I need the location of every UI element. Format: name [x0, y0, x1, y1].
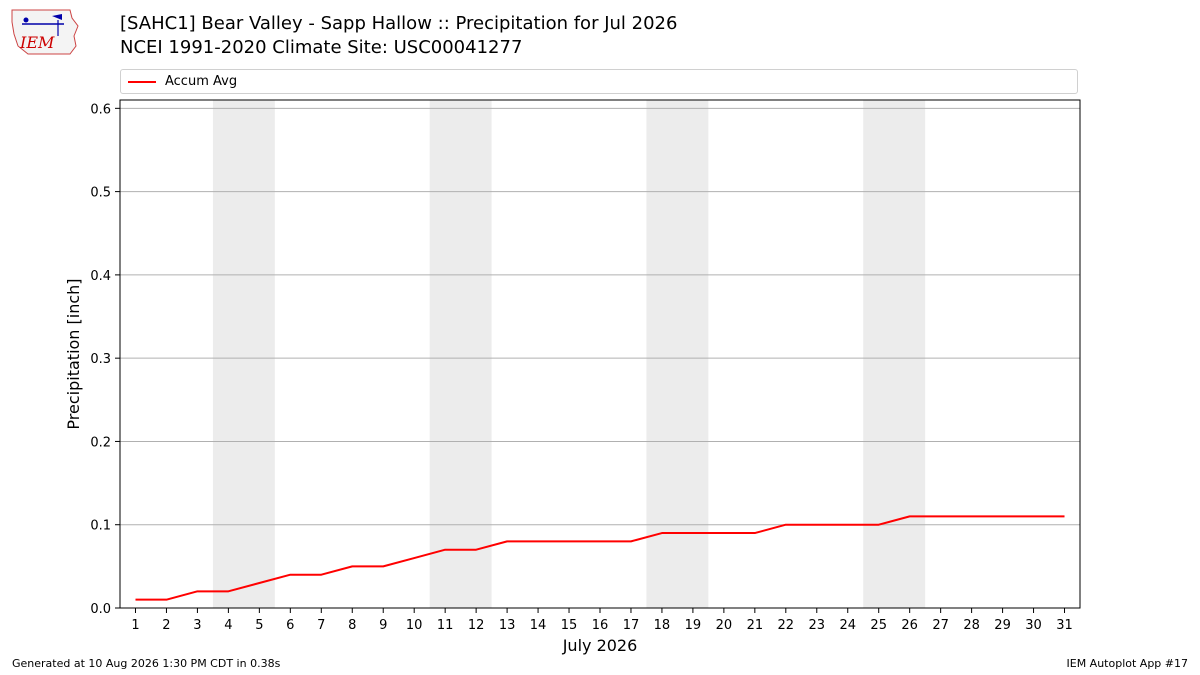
x-tick-label: 15 [561, 618, 578, 633]
iem-logo: IEM [11, 9, 79, 55]
y-tick-label: 0.2 [90, 435, 111, 450]
chart-title: [SAHC1] Bear Valley - Sapp Hallow :: Pre… [120, 12, 677, 60]
x-tick-label: 28 [963, 618, 980, 633]
weekend-band [429, 100, 492, 608]
y-tick-label: 0.6 [90, 102, 111, 117]
series-line-accum-avg [135, 515, 1065, 601]
x-tick-label: 22 [778, 618, 795, 633]
x-tick-label: 10 [406, 618, 423, 633]
x-tick-label: 13 [499, 618, 516, 633]
weekend-band [646, 100, 709, 608]
x-tick-label: 17 [623, 618, 640, 633]
x-tick-label: 24 [839, 618, 856, 633]
x-tick-label: 27 [932, 618, 949, 633]
x-tick-label: 29 [994, 618, 1011, 633]
legend-label-accum-avg: Accum Avg [165, 74, 238, 89]
x-tick-label: 8 [348, 618, 356, 633]
x-axis-label: July 2026 [562, 636, 638, 655]
x-tick-label: 5 [255, 618, 263, 633]
footer-generated: Generated at 10 Aug 2026 1:30 PM CDT in … [12, 657, 281, 670]
footer-app: IEM Autoplot App #17 [1066, 657, 1189, 670]
title-line-2: NCEI 1991-2020 Climate Site: USC00041277 [120, 37, 523, 58]
logo-text: IEM [19, 33, 55, 52]
y-tick-label: 0.3 [90, 352, 111, 367]
legend: Accum Avg [120, 69, 1078, 94]
x-tick-label: 9 [379, 618, 387, 633]
x-tick-label: 21 [747, 618, 764, 633]
y-tick-label: 0.1 [90, 519, 111, 534]
x-tick-label: 2 [162, 618, 170, 633]
x-tick-label: 26 [901, 618, 918, 633]
y-tick-label: 0.0 [90, 602, 111, 617]
x-tick-label: 25 [870, 618, 887, 633]
x-tick-label: 23 [809, 618, 826, 633]
x-tick-label: 7 [317, 618, 325, 633]
x-tick-label: 19 [685, 618, 702, 633]
y-tick-label: 0.5 [90, 186, 111, 201]
x-tick-label: 1 [131, 618, 139, 633]
x-tick-label: 30 [1025, 618, 1042, 633]
legend-swatch-accum-avg [128, 81, 156, 83]
x-tick-label: 11 [437, 618, 454, 633]
x-tick-label: 14 [530, 618, 547, 633]
x-tick-label: 4 [224, 618, 232, 633]
weekend-band [863, 100, 926, 608]
x-tick-label: 18 [654, 618, 671, 633]
y-tick-label: 0.4 [90, 269, 111, 284]
x-tick-label: 16 [592, 618, 609, 633]
y-axis-label: Precipitation [inch] [64, 278, 83, 429]
weekend-band [212, 100, 275, 608]
x-tick-label: 6 [286, 618, 294, 633]
x-tick-label: 31 [1056, 618, 1073, 633]
x-tick-label: 20 [716, 618, 733, 633]
x-tick-label: 12 [468, 618, 485, 633]
title-line-1: [SAHC1] Bear Valley - Sapp Hallow :: Pre… [120, 13, 678, 34]
plot-frame [119, 99, 1081, 609]
x-tick-label: 3 [193, 618, 201, 633]
